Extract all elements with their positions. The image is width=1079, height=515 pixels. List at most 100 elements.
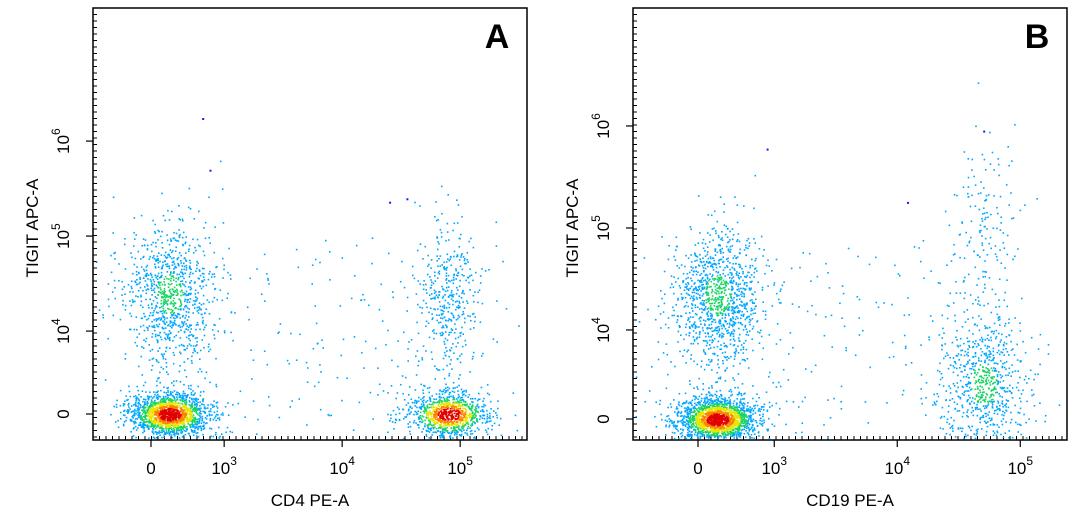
data-point	[743, 432, 746, 435]
data-point	[178, 205, 180, 207]
data-point	[132, 272, 134, 275]
data-point	[435, 398, 437, 400]
data-point	[737, 373, 740, 375]
data-point	[189, 397, 191, 399]
data-point	[431, 330, 434, 332]
data-point	[475, 411, 477, 413]
data-point	[199, 349, 202, 352]
data-point	[229, 274, 232, 276]
data-point	[397, 340, 399, 342]
data-point	[434, 308, 436, 311]
data-point	[171, 418, 174, 421]
data-point	[439, 406, 441, 408]
data-point	[795, 432, 797, 434]
data-point	[946, 352, 948, 354]
data-point	[139, 286, 142, 289]
data-point	[190, 268, 192, 271]
data-point	[1002, 436, 1005, 438]
data-point	[174, 250, 177, 253]
data-point	[168, 416, 170, 419]
data-point	[458, 285, 461, 288]
data-point	[1025, 421, 1027, 424]
data-point	[429, 307, 432, 309]
data-point	[143, 312, 145, 315]
data-point	[156, 325, 159, 328]
data-point	[289, 406, 291, 408]
data-point	[209, 348, 212, 351]
data-point	[443, 402, 446, 404]
data-point	[146, 395, 149, 397]
scatter-points	[635, 82, 1061, 440]
data-point	[951, 341, 954, 344]
data-point	[171, 398, 173, 401]
data-point	[194, 303, 196, 305]
data-point	[278, 331, 280, 333]
data-point	[764, 318, 767, 321]
data-point	[206, 299, 209, 301]
data-point	[194, 300, 196, 303]
data-point	[737, 345, 739, 348]
data-point	[410, 398, 413, 400]
data-point	[178, 344, 181, 347]
data-point	[458, 414, 460, 417]
data-point	[175, 315, 178, 317]
data-point	[450, 291, 453, 294]
data-point	[715, 390, 718, 393]
data-point	[159, 381, 161, 384]
data-point	[460, 256, 462, 258]
data-point	[485, 431, 488, 433]
data-point	[172, 313, 175, 316]
data-point	[417, 400, 420, 403]
data-point	[959, 233, 961, 236]
data-point	[196, 264, 198, 266]
data-point	[184, 399, 186, 402]
data-point	[133, 427, 135, 429]
data-point	[424, 410, 426, 412]
data-point	[169, 419, 172, 422]
data-point	[164, 413, 166, 415]
data-point	[442, 433, 444, 435]
data-point	[913, 246, 916, 248]
data-point	[678, 285, 681, 287]
data-point	[172, 303, 175, 305]
data-point	[435, 368, 438, 370]
data-point	[422, 299, 425, 302]
data-point	[1011, 217, 1013, 220]
data-point	[445, 414, 447, 416]
data-point	[734, 353, 737, 355]
data-point	[667, 414, 670, 417]
data-point	[433, 398, 435, 400]
data-point	[195, 270, 197, 272]
data-point	[810, 280, 812, 282]
data-point	[676, 407, 679, 410]
data-point	[736, 204, 739, 206]
data-point	[457, 204, 460, 206]
data-point	[514, 414, 517, 417]
data-point	[190, 384, 192, 387]
data-point	[188, 400, 191, 402]
data-point	[132, 291, 134, 293]
data-point	[210, 276, 213, 278]
data-point	[152, 311, 155, 314]
data-point	[831, 346, 833, 348]
data-point	[428, 413, 430, 416]
data-point	[162, 214, 165, 217]
data-point	[682, 280, 685, 282]
data-point	[1037, 373, 1039, 376]
data-point	[952, 427, 954, 430]
data-point	[450, 294, 452, 296]
data-point	[457, 406, 459, 408]
data-point	[132, 300, 135, 303]
data-point	[160, 281, 162, 284]
data-point	[1047, 344, 1050, 346]
data-point	[174, 290, 176, 292]
data-point	[173, 404, 176, 406]
data-point	[694, 398, 696, 401]
data-point	[448, 374, 450, 377]
data-point	[452, 299, 454, 302]
data-point	[195, 400, 198, 402]
data-point	[200, 303, 203, 306]
data-point	[725, 225, 728, 228]
data-point	[449, 412, 451, 414]
data-point	[454, 323, 456, 325]
